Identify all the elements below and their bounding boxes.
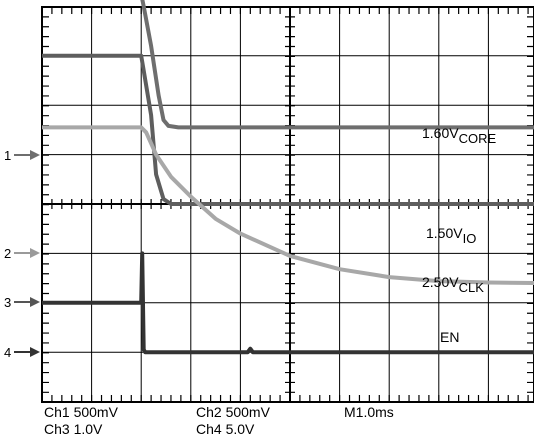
trace-3 bbox=[42, 251, 534, 355]
ch4-scale: Ch4 5.0V bbox=[196, 421, 255, 437]
traces bbox=[42, 0, 534, 355]
channel-marker-label-2: 2 bbox=[4, 246, 11, 261]
arrow-right-icon bbox=[30, 248, 40, 258]
arrow-right-icon bbox=[30, 347, 40, 357]
arrow-right-icon bbox=[30, 297, 40, 307]
channel-markers: 1 2 3 4 bbox=[4, 148, 40, 360]
trace-0 bbox=[140, 0, 534, 130]
trace-label-3: EN bbox=[440, 329, 459, 345]
channel-marker-label-1: 1 bbox=[4, 148, 11, 163]
ch3-scale: Ch3 1.0V bbox=[44, 421, 103, 437]
timebase: M1.0ms bbox=[344, 404, 394, 420]
trace-label-2: 2.50VCLK bbox=[422, 274, 484, 295]
ch2-scale: Ch2 500mV bbox=[196, 404, 270, 420]
trace-2 bbox=[42, 125, 534, 285]
trace-1 bbox=[42, 53, 534, 206]
trace-label-0: 1.60VCORE bbox=[422, 125, 496, 146]
arrow-right-icon bbox=[30, 150, 40, 160]
channel-marker-label-3: 3 bbox=[4, 295, 11, 310]
channel-marker-label-4: 4 bbox=[4, 345, 11, 360]
ch1-scale: Ch1 500mV bbox=[44, 404, 118, 420]
trace-label-1: 1.50VIO bbox=[426, 225, 476, 246]
trace-labels: 1.60VCORE 1.50VIO 2.50VCLK EN bbox=[422, 125, 496, 345]
